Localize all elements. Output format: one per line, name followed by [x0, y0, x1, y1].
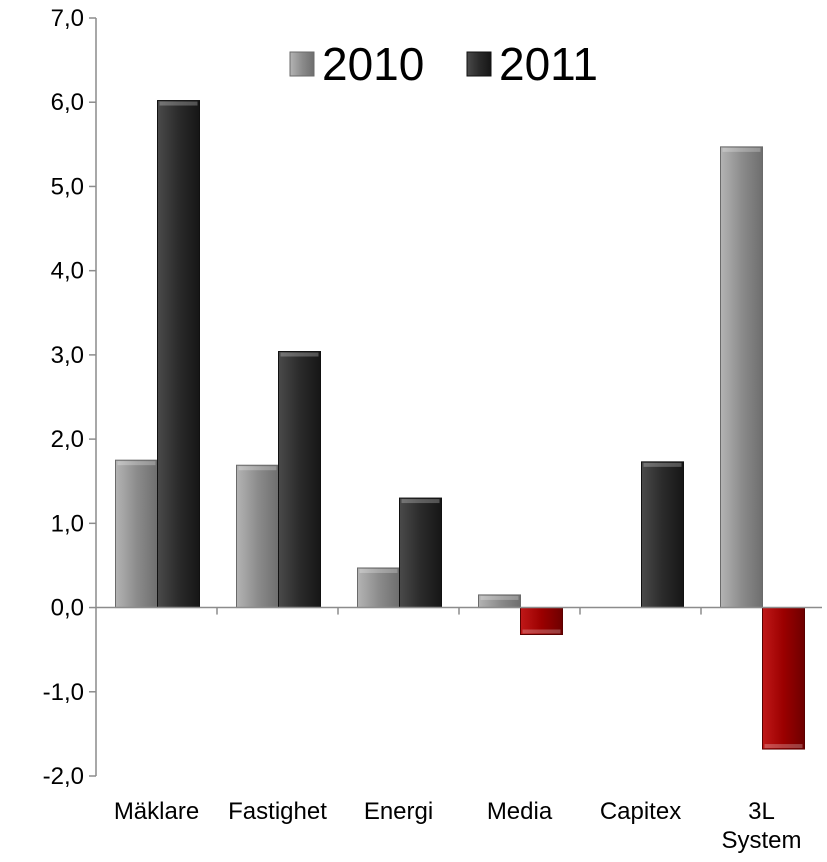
y-tick-label: -1,0 [43, 679, 84, 706]
x-tick-label: Energi [364, 798, 433, 825]
bar-2010-2 [357, 567, 400, 609]
bar-bevel [159, 101, 198, 106]
bar-bevel [522, 629, 561, 634]
legend: 2010 2011 [289, 38, 598, 90]
legend-swatch-2010 [289, 51, 315, 77]
bar-2011-0 [157, 100, 200, 609]
y-axis: 7,0 6,0 5,0 4,0 3,0 2,0 1,0 0,0 -1,0 -2,0 [43, 5, 97, 790]
y-tick-label: -2,0 [43, 763, 84, 790]
y-tick-label: 2,0 [51, 426, 84, 453]
y-tick-label: 0,0 [51, 595, 84, 622]
y-tick-label: 5,0 [51, 173, 84, 200]
legend-label-2011: 2011 [499, 38, 598, 90]
x-tick-label: Media [487, 798, 553, 825]
bar-bevel [280, 352, 319, 357]
y-tick-label: 1,0 [51, 510, 84, 537]
bar-bevel [401, 499, 440, 504]
bar-bevel [643, 462, 682, 467]
y-tick-label: 3,0 [51, 342, 84, 369]
bar-bevel [238, 466, 277, 471]
bar-bevel [359, 568, 398, 573]
bar-bevel [480, 595, 519, 600]
legend-swatch-2011 [466, 51, 492, 77]
bar-2011-1 [278, 351, 321, 609]
bar-2010-0 [115, 459, 158, 609]
bar-2011-2 [399, 497, 442, 609]
bar-2011-5 [762, 607, 805, 750]
y-tick-label: 7,0 [51, 5, 84, 32]
x-tick-label: 3L [748, 798, 775, 825]
bars [115, 100, 805, 750]
x-axis: Mäklare Fastighet Energi Media Capitex 3LSyst… [96, 606, 822, 854]
legend-label-2010: 2010 [322, 38, 424, 90]
y-tick-label: 4,0 [51, 258, 84, 285]
y-tick-label: 6,0 [51, 89, 84, 116]
x-tick-label: Mäklare [114, 798, 199, 825]
bar-2010-1 [236, 464, 279, 609]
x-tick-label: System [721, 827, 801, 854]
bar-bevel [722, 147, 761, 152]
bar-bevel [764, 744, 803, 749]
bar-bevel [117, 461, 156, 466]
x-tick-label: Fastighet [228, 798, 327, 825]
bar-2010-5 [720, 146, 763, 609]
bar-2011-4 [641, 461, 684, 609]
x-tick-label: Capitex [600, 798, 681, 825]
bar-2011-3 [520, 607, 563, 636]
